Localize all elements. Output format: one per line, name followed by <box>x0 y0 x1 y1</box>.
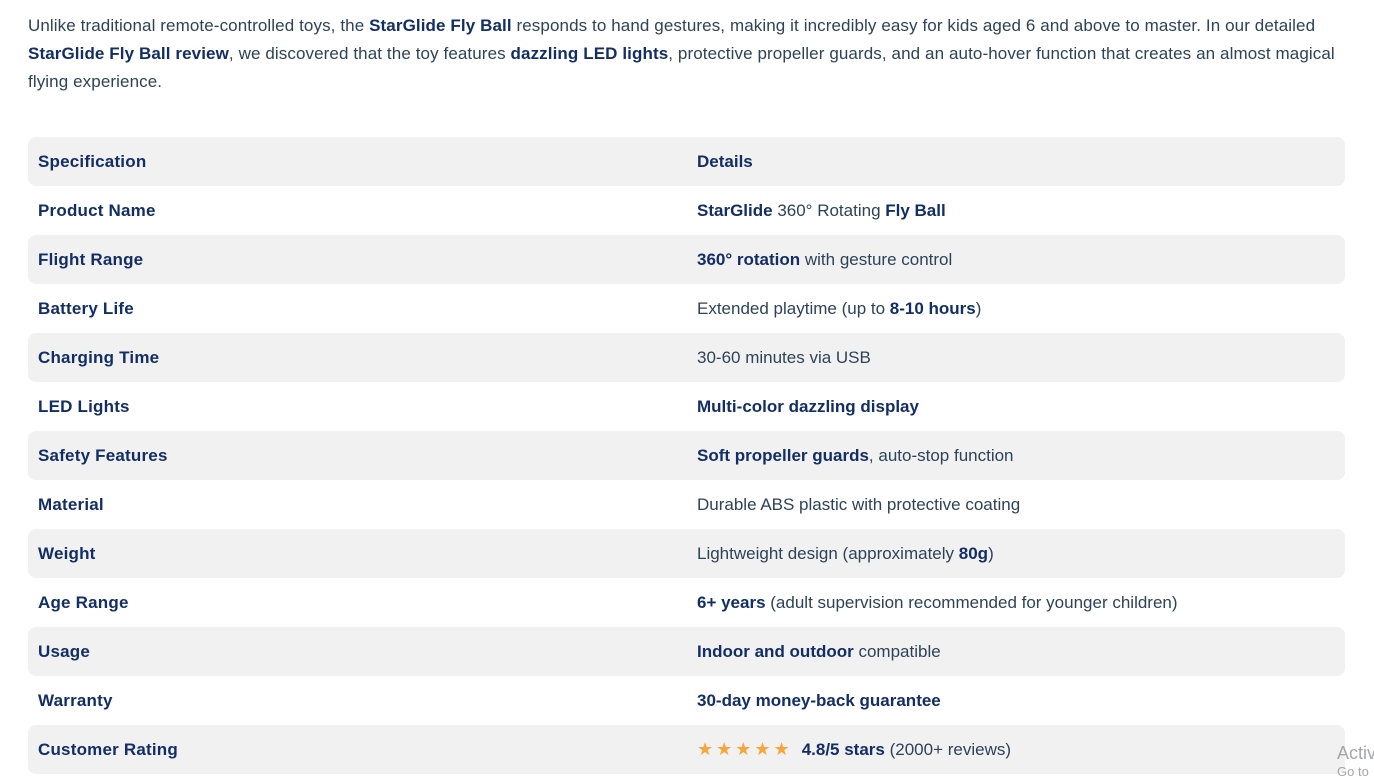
text-segment: Durable ABS plastic with protective coat… <box>697 494 1021 514</box>
watermark-line1: Activ <box>1337 743 1374 763</box>
spec-cell: Weight <box>38 543 96 563</box>
spec-cell: LED Lights <box>38 396 130 416</box>
spec-table: Specification Details Product Name StarGl… <box>28 137 1345 774</box>
text-segment: ) <box>988 543 994 563</box>
text-segment: dazzling LED lights <box>510 44 669 63</box>
details-cell: Soft propeller guards, auto-stop functio… <box>697 446 1345 466</box>
text-segment: 360° rotation <box>697 249 801 269</box>
text-segment: 8-10 hours <box>889 298 976 318</box>
activate-windows-watermark: Activ Go to <box>1337 742 1374 780</box>
table-row: Flight Range 360° rotation with gesture c… <box>28 235 1345 284</box>
table-row: Warranty 30-day money-back guarantee <box>28 676 1345 725</box>
details-cell: Extended playtime (up to 8-10 hours) <box>697 299 1345 319</box>
spec-cell: Warranty <box>38 690 113 710</box>
column-header-specification: Specification <box>38 151 147 171</box>
text-segment: Extended playtime (up to <box>697 298 890 318</box>
text-segment: (2000+ reviews) <box>884 740 1012 759</box>
text-segment: , we discovered that the toy features <box>228 44 511 63</box>
spec-cell: Charging Time <box>38 347 160 367</box>
table-row: Safety Features Soft propeller guards, au… <box>28 431 1345 480</box>
text-segment: ) <box>975 298 982 318</box>
text-segment: with gesture control <box>800 249 953 269</box>
spec-cell: Product Name <box>38 200 156 220</box>
star-rating-icons: ★★★★★ <box>697 739 793 759</box>
table-row: Battery Life Extended playtime (up to 8-1… <box>28 284 1345 333</box>
text-segment: 30-60 minutes via USB <box>697 347 871 367</box>
table-row: Product Name StarGlide 360° Rotating Fly … <box>28 186 1345 235</box>
text-segment: Multi-color dazzling display <box>697 396 919 416</box>
spec-cell: Safety Features <box>38 445 168 465</box>
text-segment: 4.8/5 stars <box>801 740 885 759</box>
table-row: Material Durable ABS plastic with protect… <box>28 480 1345 529</box>
details-cell: 6+ years (adult supervision recommended … <box>697 593 1345 613</box>
spec-cell: Age Range <box>38 592 129 612</box>
text-segment: compatible <box>853 641 941 661</box>
text-segment: Unlike traditional remote-controlled toy… <box>28 16 370 35</box>
text-segment: 6+ years <box>697 592 766 612</box>
text-segment: 360° Rotating <box>772 200 886 220</box>
text-segment: Indoor and outdoor <box>697 641 854 661</box>
spec-cell: Flight Range <box>38 249 144 269</box>
details-cell: 360° rotation with gesture control <box>697 250 1345 270</box>
details-cell: Durable ABS plastic with protective coat… <box>697 495 1345 515</box>
watermark-line2: Go to <box>1337 764 1369 779</box>
details-cell: 30-60 minutes via USB <box>697 348 1345 368</box>
text-segment: responds to hand gestures, making it inc… <box>511 16 1316 35</box>
text-segment: Lightweight design (approximately <box>697 543 959 563</box>
text-segment: StarGlide Fly Ball <box>369 16 512 35</box>
intro-paragraph: Unlike traditional remote-controlled toy… <box>28 12 1348 96</box>
text-segment: , auto-stop function <box>868 445 1014 465</box>
spec-cell: Customer Rating <box>38 739 178 759</box>
table-row: Customer Rating ★★★★★ 4.8/5 stars (2000+ r… <box>28 725 1345 774</box>
text-segment: Soft propeller guards <box>697 445 869 465</box>
text-segment: 30-day money-back guarantee <box>697 690 941 710</box>
text-segment: 80g <box>958 543 989 563</box>
table-row: Charging Time 30-60 minutes via USB <box>28 333 1345 382</box>
spec-cell: Usage <box>38 641 91 661</box>
text-segment: Fly Ball <box>885 200 946 220</box>
spec-cell: Battery Life <box>38 298 134 318</box>
details-cell: Indoor and outdoor compatible <box>697 642 1345 662</box>
details-cell: Multi-color dazzling display <box>697 397 1345 417</box>
text-segment: StarGlide Fly Ball review <box>28 44 229 63</box>
text-segment: (adult supervision recommended for young… <box>765 592 1178 612</box>
table-header-row: Specification Details <box>28 137 1345 186</box>
table-body: Product Name StarGlide 360° Rotating Fly … <box>28 186 1345 774</box>
details-cell: ★★★★★ 4.8/5 stars (2000+ reviews) <box>697 739 1345 760</box>
table-row: Weight Lightweight design (approximately … <box>28 529 1345 578</box>
details-cell: 30-day money-back guarantee <box>697 691 1345 711</box>
text-segment: , protective propeller guards, and an au… <box>28 44 1335 91</box>
spec-cell: Material <box>38 494 104 514</box>
column-header-details: Details <box>697 151 753 171</box>
table-row: Usage Indoor and outdoor compatible <box>28 627 1345 676</box>
table-row: Age Range 6+ years (adult supervision rec… <box>28 578 1345 627</box>
table-row: LED Lights Multi-color dazzling display <box>28 382 1345 431</box>
details-cell: StarGlide 360° Rotating Fly Ball <box>697 201 1345 221</box>
text-segment: StarGlide <box>697 200 773 220</box>
details-cell: Lightweight design (approximately 80g) <box>697 544 1345 564</box>
